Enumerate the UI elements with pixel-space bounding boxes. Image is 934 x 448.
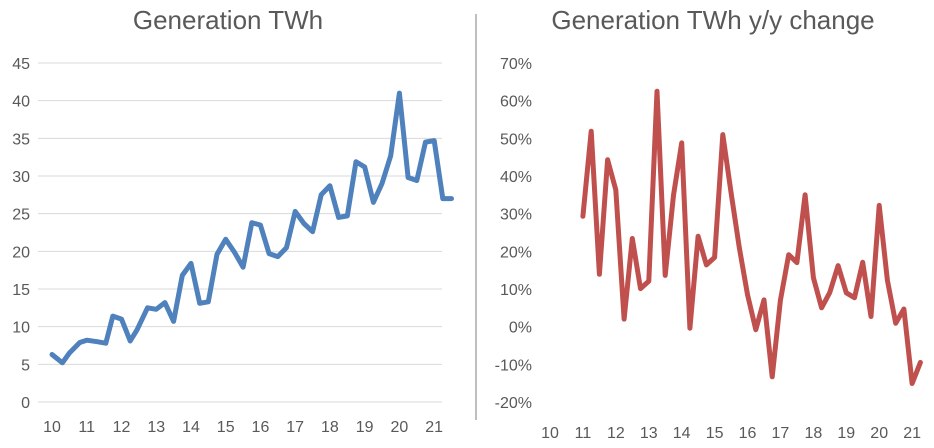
- generation-x-tick-label: 20: [391, 419, 409, 436]
- yoy-series: [580, 88, 923, 386]
- yoy-x-tick-label: 15: [706, 425, 724, 442]
- generation-chart-title: Generation TWh: [133, 5, 323, 35]
- generation-gridlines: [38, 62, 442, 403]
- generation-y-tick-label: 25: [12, 207, 30, 224]
- yoy-y-tick-label: 70%: [500, 56, 532, 73]
- generation-x-tick-label: 15: [217, 419, 235, 436]
- generation-y-tick-label: 0: [21, 395, 30, 412]
- yoy-x-tick-label: 13: [640, 425, 658, 442]
- yoy-y-tick-label: 40%: [500, 169, 532, 186]
- generation-y-tick-label: 20: [12, 244, 30, 261]
- yoy-y-tick-label: 30%: [500, 207, 532, 224]
- yoy-x-tick-label: 16: [739, 425, 757, 442]
- yoy-y-tick-label: -10%: [495, 357, 532, 374]
- yoy-x-tick-label: 11: [575, 425, 592, 442]
- generation-series: [49, 90, 454, 366]
- generation-x-tick-label: 16: [252, 419, 270, 436]
- generation-y-tick-label: 15: [12, 282, 30, 299]
- generation-x-tick-label: 21: [425, 419, 443, 436]
- yoy-y-tick-label: 0%: [509, 320, 532, 337]
- generation-x-tick-label: 10: [43, 419, 61, 436]
- generation-x-tick-label: 11: [78, 419, 95, 436]
- yoy-x-tick-label: 12: [607, 425, 625, 442]
- yoy-y-tick-label: 60%: [500, 94, 532, 111]
- yoy-x-tick-label: 17: [772, 425, 790, 442]
- generation-y-tick-label: 45: [12, 56, 30, 73]
- yoy-x-tick-label: 21: [903, 425, 921, 442]
- generation-chart: Generation TWh 0 5 10 15 20 25 30 35 40 45 10 11 12…: [12, 5, 454, 436]
- generation-x-tick-label: 18: [321, 419, 339, 436]
- generation-x-tick-label: 19: [356, 419, 374, 436]
- yoy-x-tick-label: 20: [870, 425, 888, 442]
- yoy-chart-title: Generation TWh y/y change: [551, 5, 874, 35]
- generation-y-tick-label: 30: [12, 169, 30, 186]
- yoy-y-tick-label: -20%: [495, 395, 532, 412]
- generation-x-tick-label: 14: [182, 419, 200, 436]
- yoy-x-tick-label: 14: [673, 425, 691, 442]
- generation-y-tick-labels: 0 5 10 15 20 25 30 35 40 45: [12, 56, 30, 412]
- yoy-x-tick-label: 19: [837, 425, 855, 442]
- generation-x-tick-label: 12: [113, 419, 131, 436]
- generation-y-tick-label: 10: [12, 320, 30, 337]
- yoy-y-tick-label: 50%: [500, 131, 532, 148]
- yoy-x-tick-label: 18: [804, 425, 822, 442]
- generation-y-tick-label: 5: [21, 357, 30, 374]
- generation-x-tick-label: 13: [147, 419, 165, 436]
- generation-y-tick-label: 40: [12, 94, 30, 111]
- yoy-y-tick-labels: -20% -10% 0% 10% 20% 30% 40% 50% 60% 70%: [495, 56, 532, 412]
- yoy-y-tick-label: 10%: [500, 282, 532, 299]
- yoy-y-tick-label: 20%: [500, 244, 532, 261]
- yoy-x-tick-labels: 10 11 12 13 14 15 16 17 18 19 20 21: [541, 425, 921, 442]
- yoy-x-tick-label: 10: [541, 425, 559, 442]
- yoy-change-chart: Generation TWh y/y change -20% -10% 0% 10% 2…: [495, 5, 923, 442]
- generation-x-tick-labels: 10 11 12 13 14 15 16 17 18 19 20 21: [43, 419, 443, 436]
- yoy-series-line: [580, 88, 923, 386]
- generation-x-tick-label: 17: [286, 419, 304, 436]
- generation-y-tick-label: 35: [12, 131, 30, 148]
- generation-series-line: [49, 90, 454, 366]
